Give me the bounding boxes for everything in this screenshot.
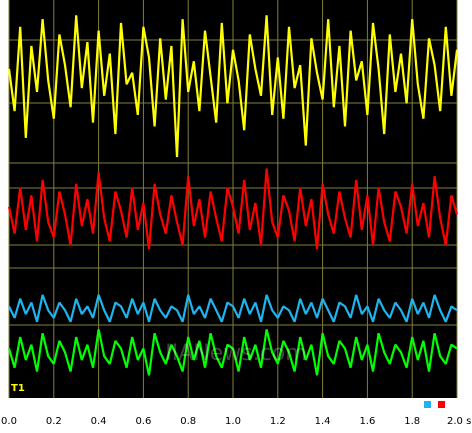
- x-tick-label: 1.6: [359, 416, 375, 427]
- trace: [7, 168, 459, 250]
- x-tick-label: 2.0 s: [447, 416, 471, 427]
- trace: [7, 329, 458, 376]
- x-tick-label: 0.6: [135, 416, 151, 427]
- x-tick-label: 0.4: [91, 416, 107, 427]
- x-tick-label: 1.0: [225, 416, 241, 427]
- watermark: IIANews.com: [165, 341, 306, 366]
- x-tick-label: 1.2: [270, 416, 286, 427]
- x-tick-label: 0.0: [1, 416, 17, 427]
- x-tick-label: 0.8: [180, 416, 196, 427]
- trace: [8, 294, 458, 323]
- legend-swatch: [424, 401, 431, 408]
- trace-label: T1: [11, 383, 25, 394]
- x-tick-label: 1.8: [404, 416, 420, 427]
- x-tick-label: 0.2: [46, 416, 62, 427]
- x-tick-label: 1.4: [315, 416, 331, 427]
- trace: [7, 15, 459, 158]
- legend-swatch: [438, 401, 445, 408]
